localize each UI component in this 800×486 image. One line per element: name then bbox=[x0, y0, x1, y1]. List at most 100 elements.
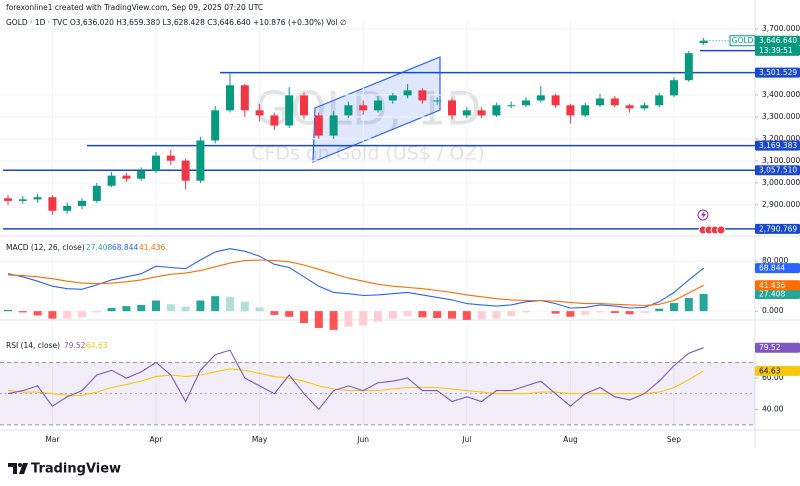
histogram-bar bbox=[551, 311, 560, 314]
countdown-bg bbox=[755, 45, 800, 56]
x-tick-label: Mar bbox=[45, 435, 60, 444]
histogram-bar bbox=[610, 311, 619, 314]
candle-body bbox=[107, 175, 116, 186]
candle-body bbox=[462, 110, 471, 116]
histogram-bar bbox=[655, 308, 664, 312]
histogram-bar bbox=[285, 311, 294, 317]
histogram-bar bbox=[640, 311, 649, 314]
histogram-bar bbox=[670, 303, 678, 312]
candle-body bbox=[359, 105, 368, 111]
macd-line bbox=[7, 248, 704, 309]
histogram-bar bbox=[255, 307, 264, 312]
candle-body bbox=[211, 110, 220, 141]
level-label-bg bbox=[755, 140, 800, 151]
candle-body bbox=[270, 115, 279, 126]
candle-body bbox=[403, 90, 412, 96]
histogram-bar bbox=[78, 311, 86, 318]
credit: forexonline1 created with TradingView.co… bbox=[6, 3, 263, 12]
histogram-bar bbox=[4, 309, 12, 312]
candle-body bbox=[314, 115, 323, 136]
candle-body bbox=[610, 98, 619, 106]
candle-body bbox=[448, 100, 456, 116]
histogram-bar bbox=[211, 296, 220, 312]
plot-area: Mar Apr May Jun Jul Aug Sep 2,900.000 3,000.000 3… bbox=[0, 20, 800, 444]
legend-value: 27.408 bbox=[86, 243, 112, 252]
level-label-bg bbox=[755, 67, 800, 78]
candle-body bbox=[581, 105, 590, 116]
histogram-bar bbox=[48, 311, 57, 319]
x-tick-label: Sep bbox=[667, 435, 681, 444]
candle-body bbox=[388, 95, 397, 101]
y-tick-label: 3,300.000 bbox=[762, 112, 800, 121]
candle-body bbox=[152, 155, 160, 171]
candle-body bbox=[640, 105, 649, 109]
histogram-bar bbox=[566, 311, 575, 317]
candle-body bbox=[196, 140, 205, 181]
candle-body bbox=[48, 197, 57, 211]
rsi-line bbox=[7, 347, 704, 411]
histogram-bar bbox=[359, 311, 368, 326]
y-tick-label: 40.00 bbox=[762, 404, 784, 413]
candle-body bbox=[551, 95, 560, 106]
y-tick-label: 2,900.000 bbox=[762, 200, 800, 209]
histogram-bar bbox=[92, 311, 101, 313]
histogram-bar bbox=[344, 311, 353, 327]
candle-body bbox=[522, 100, 530, 106]
logo-mark bbox=[8, 463, 28, 474]
level-label-bg bbox=[755, 165, 800, 176]
histogram-bar bbox=[107, 308, 116, 312]
value-badge-bg bbox=[755, 365, 800, 376]
candle-body bbox=[507, 105, 516, 107]
y-tick-label: 3,400.000 bbox=[762, 90, 800, 99]
value-badge: 27.408 bbox=[759, 290, 785, 299]
last-price-bg bbox=[755, 35, 800, 46]
histogram-bar bbox=[152, 300, 160, 312]
candle-body bbox=[566, 105, 575, 116]
x-tick-label: Apr bbox=[150, 435, 164, 444]
value-badge-bg bbox=[755, 289, 800, 300]
candle-body bbox=[181, 160, 190, 181]
y-tick-label: 3,200.000 bbox=[762, 134, 800, 143]
symbol-tag: GOLD bbox=[732, 36, 754, 45]
value-badge-bg bbox=[755, 280, 800, 291]
histogram-bar bbox=[403, 311, 412, 317]
histogram-bar bbox=[684, 298, 693, 312]
x-tick-label: Aug bbox=[563, 435, 578, 444]
level-label: 3,057.510 bbox=[759, 166, 797, 175]
x-tick-label: Jul bbox=[461, 435, 471, 444]
signal-line bbox=[7, 259, 704, 307]
candle-body bbox=[4, 198, 12, 201]
candle-body bbox=[492, 105, 501, 116]
value-badge: 68.844 bbox=[759, 264, 785, 273]
histogram-bar bbox=[181, 306, 190, 312]
histogram-bar bbox=[137, 304, 146, 312]
histogram-bar bbox=[270, 311, 279, 315]
histogram-bar bbox=[300, 311, 308, 323]
event-icon bbox=[701, 211, 706, 219]
x-tick-label: Jun bbox=[356, 435, 369, 444]
candle-body bbox=[684, 53, 693, 81]
level-label: 3,169.383 bbox=[759, 141, 797, 150]
logo: TradingView bbox=[8, 462, 121, 477]
histogram-bar bbox=[33, 311, 42, 316]
indicator-title: MACD (12, 26, close) bbox=[6, 243, 85, 252]
logo-mark bbox=[18, 463, 22, 467]
candle-body bbox=[596, 98, 604, 106]
candle-body bbox=[285, 95, 294, 126]
histogram-bar bbox=[18, 311, 27, 313]
indicator-title: RSI (14, close) bbox=[6, 341, 60, 350]
histogram-bar bbox=[596, 311, 604, 313]
histogram-bar bbox=[226, 296, 234, 312]
candle-body bbox=[433, 100, 442, 102]
legend-value: 41.436 bbox=[139, 243, 165, 252]
last-price: 3,646.640 bbox=[759, 36, 797, 45]
candle-body bbox=[240, 85, 249, 111]
y-tick-label: 3,100.000 bbox=[762, 156, 800, 165]
candle-body bbox=[670, 80, 678, 96]
histogram-bar bbox=[507, 311, 516, 317]
value-badge: 41.436 bbox=[759, 281, 785, 290]
legend-value: 79.52 bbox=[64, 341, 86, 350]
histogram-bar bbox=[122, 306, 131, 312]
candle-body bbox=[477, 110, 486, 116]
